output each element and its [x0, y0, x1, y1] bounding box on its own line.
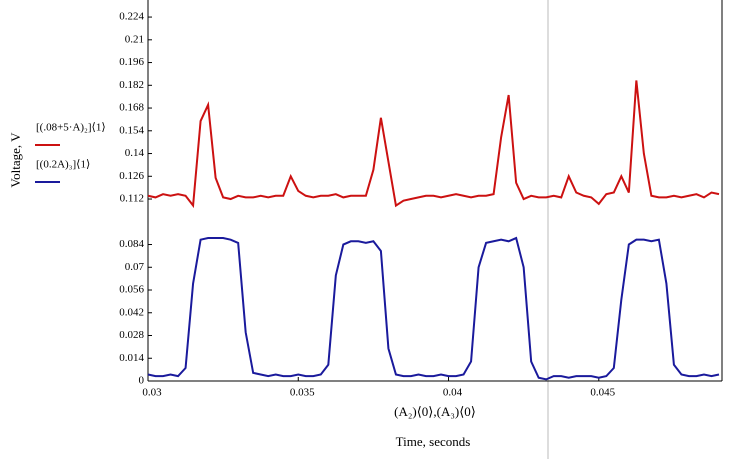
- y-tick-label: 0.168: [119, 102, 144, 114]
- y-tick-label: 0.154: [119, 124, 144, 136]
- y-tick-label: 0.028: [119, 329, 144, 341]
- y-tick-label: 0.042: [119, 306, 144, 318]
- y-tick-label: 0.14: [125, 147, 145, 159]
- x-axis-label: (A₂)⟨0⟩,(A₃)⟨0⟩: [394, 404, 476, 419]
- y-tick-label: 0.112: [120, 193, 144, 205]
- legend-label: [(.08+5·A)₂]⟨1⟩: [36, 122, 106, 134]
- y-tick-label: 0.126: [119, 170, 144, 182]
- x-tick-label: 0.03: [142, 387, 162, 399]
- y-tick-label: 0.084: [119, 238, 144, 250]
- y-tick-label: 0.224: [119, 11, 144, 23]
- x-tick-label: 0.035: [290, 387, 315, 399]
- series-line: [147, 236, 720, 381]
- y-tick-label: 0: [139, 375, 145, 387]
- x-tick-label: 0.045: [590, 387, 615, 399]
- y-tick-label: 0.07: [125, 261, 145, 273]
- x-axis-title: Time, seconds: [396, 434, 471, 449]
- y-tick-label: 0.056: [119, 284, 144, 296]
- x-tick-label: 0.04: [443, 387, 463, 399]
- y-tick-label: 0.196: [119, 56, 144, 68]
- y-tick-label: 0.21: [125, 33, 144, 45]
- y-tick-label: 0.014: [119, 352, 144, 364]
- series-line: [147, 80, 720, 209]
- y-tick-label: 0.182: [119, 79, 144, 91]
- legend-label: [(0.2A)₃]⟨1⟩: [36, 159, 90, 171]
- y-axis-label: Voltage, V: [8, 132, 23, 188]
